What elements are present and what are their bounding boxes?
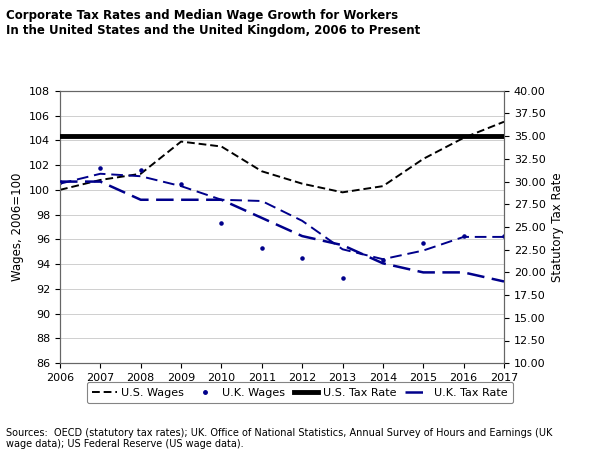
U.S. Wages <box>258 168 265 174</box>
U.K. Wages <box>339 275 346 281</box>
U.S. Wages <box>339 190 346 195</box>
Line: U.S. Wages: U.S. Wages <box>60 122 504 192</box>
U.S. Tax Rate <box>56 133 64 139</box>
U.K. Tax Rate <box>500 279 508 284</box>
U.S. Wages <box>178 139 185 144</box>
U.S. Tax Rate <box>460 133 467 139</box>
U.K. Wages <box>97 165 104 170</box>
U.K. Tax Rate <box>137 197 145 202</box>
U.K. Tax Rate <box>299 233 306 239</box>
U.K. Wages <box>460 233 467 238</box>
Text: Corporate Tax Rates and Median Wage Growth for Workers
In the United States and : Corporate Tax Rates and Median Wage Grow… <box>6 9 420 37</box>
Legend: U.S. Wages, U.K. Wages, U.S. Tax Rate, U.K. Tax Rate: U.S. Wages, U.K. Wages, U.S. Tax Rate, U… <box>87 382 513 403</box>
U.K. Tax Rate <box>56 179 64 184</box>
U.K. Tax Rate <box>97 179 104 184</box>
U.K. Wages <box>379 258 386 263</box>
U.K. Tax Rate <box>379 261 386 266</box>
U.K. Tax Rate <box>339 242 346 248</box>
U.K. Tax Rate <box>218 197 225 202</box>
U.K. Tax Rate <box>178 197 185 202</box>
U.K. Tax Rate <box>419 270 427 275</box>
Line: U.K. Wages: U.K. Wages <box>57 164 507 281</box>
U.S. Tax Rate <box>137 133 145 139</box>
U.S. Tax Rate <box>178 133 185 139</box>
U.K. Wages <box>258 245 265 251</box>
U.S. Tax Rate <box>258 133 265 139</box>
U.K. Wages <box>178 181 185 187</box>
U.S. Wages <box>137 171 145 177</box>
U.S. Wages <box>97 177 104 183</box>
U.K. Wages <box>500 233 508 238</box>
U.S. Tax Rate <box>218 133 225 139</box>
U.S. Tax Rate <box>419 133 427 139</box>
U.S. Tax Rate <box>97 133 104 139</box>
U.S. Wages <box>299 181 306 187</box>
U.S. Wages <box>56 187 64 192</box>
U.S. Tax Rate <box>339 133 346 139</box>
U.K. Tax Rate <box>258 215 265 221</box>
U.S. Tax Rate <box>500 133 508 139</box>
U.K. Wages <box>56 180 64 185</box>
Text: Sources:  OECD (statutory tax rates); UK. Office of National Statistics, Annual : Sources: OECD (statutory tax rates); UK.… <box>6 428 553 449</box>
U.K. Wages <box>299 255 306 261</box>
U.S. Tax Rate <box>379 133 386 139</box>
U.S. Tax Rate <box>299 133 306 139</box>
Y-axis label: Wages, 2006=100: Wages, 2006=100 <box>11 173 23 281</box>
U.K. Wages <box>137 168 145 173</box>
U.S. Wages <box>218 144 225 149</box>
Line: U.K. Tax Rate: U.K. Tax Rate <box>60 182 504 281</box>
U.K. Wages <box>218 221 225 226</box>
U.S. Wages <box>419 156 427 162</box>
U.S. Wages <box>379 183 386 189</box>
Y-axis label: Statutory Tax Rate: Statutory Tax Rate <box>551 172 564 282</box>
U.S. Wages <box>460 135 467 141</box>
U.S. Wages <box>500 119 508 124</box>
U.K. Tax Rate <box>460 270 467 275</box>
U.K. Wages <box>419 240 427 246</box>
